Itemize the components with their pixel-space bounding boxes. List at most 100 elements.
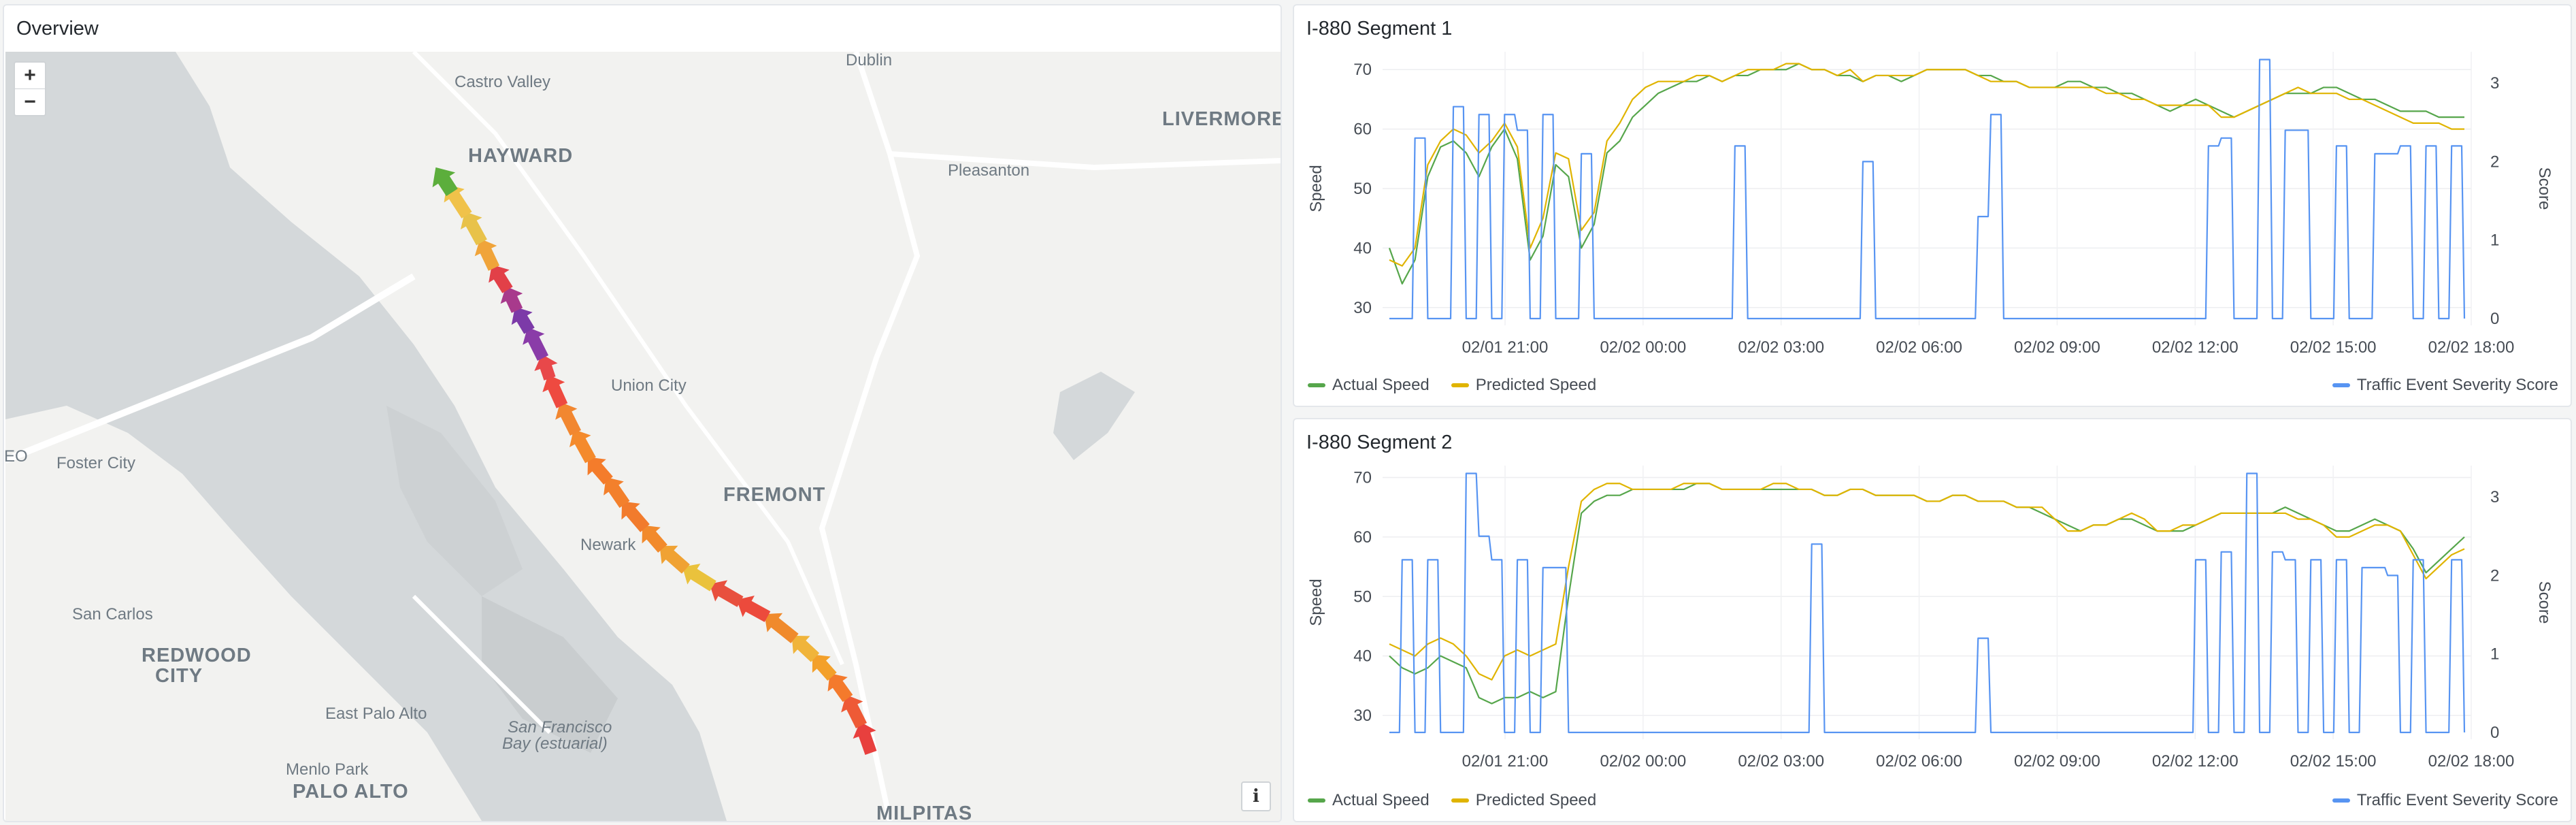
place-label: Menlo Park <box>286 760 369 779</box>
y2-tick-label: 0 <box>2490 724 2499 742</box>
place-label: REDWOOD <box>142 645 252 666</box>
place-label: Newark <box>580 536 636 554</box>
series-line-score[interactable] <box>1389 472 2466 734</box>
route-arrow[interactable] <box>731 589 774 627</box>
road <box>5 273 416 464</box>
y2-tick-label: 3 <box>2490 488 2499 506</box>
y-tick-label: 30 <box>1353 299 1372 317</box>
segment-2-chart[interactable]: 30 40 50 60 70 0 1 2 3 02/01 21:00 02/02 00:00 02/0… <box>1294 419 2571 821</box>
x-tick-label: 02/02 15:00 <box>2290 752 2377 771</box>
place-label: San Carlos <box>72 605 153 624</box>
route-arrow[interactable] <box>504 301 540 338</box>
route-arrow[interactable] <box>549 397 587 438</box>
route-arrow[interactable] <box>530 351 561 383</box>
place-label: Castro Valley <box>455 73 550 91</box>
y2-tick-label: 2 <box>2490 152 2499 171</box>
panel-title: Overview <box>16 18 99 39</box>
x-tick-label: 02/01 21:00 <box>1462 752 1549 771</box>
place-label: MILPITAS <box>876 803 972 821</box>
route-arrow[interactable] <box>848 717 882 757</box>
legend-item-predicted[interactable]: Predicted Speed <box>1451 376 1596 395</box>
legend-item-actual[interactable]: Actual Speed <box>1308 791 1430 810</box>
route-arrow[interactable] <box>704 573 746 612</box>
x-tick-label: 02/02 09:00 <box>2014 338 2100 357</box>
series-line-actual[interactable] <box>1388 63 2464 285</box>
place-label: San Francisco <box>508 718 612 737</box>
y-tick-label: 70 <box>1353 468 1372 487</box>
y-tick-label: 60 <box>1353 120 1372 139</box>
route-arrow[interactable] <box>676 557 719 597</box>
map-canvas[interactable]: Castro Valley Dublin HAYWARD Pleasanton LIVE… <box>5 52 1281 821</box>
reservoir <box>1053 372 1135 460</box>
chart-legend-right: Traffic Event Severity Score <box>2332 791 2558 810</box>
route-arrow[interactable] <box>482 258 518 296</box>
road <box>412 52 844 666</box>
place-label: Dublin <box>846 52 892 69</box>
x-tick-label: 02/02 00:00 <box>1600 752 1686 771</box>
panel-title: I-880 Segment 1 <box>1306 18 1453 39</box>
x-tick-label: 02/02 06:00 <box>1876 338 1962 357</box>
route-arrow[interactable] <box>578 449 617 489</box>
place-label: Foster City <box>56 454 135 472</box>
route-arrow[interactable] <box>820 666 858 706</box>
route-arrow[interactable] <box>596 470 635 511</box>
route-arrow[interactable] <box>757 604 802 648</box>
zoom-out-button[interactable]: − <box>15 88 45 115</box>
series-line-predicted[interactable] <box>1389 483 2465 681</box>
route-arrow[interactable] <box>633 517 672 557</box>
place-label: Bay (estuarial) <box>502 734 608 753</box>
y-tick-label: 60 <box>1353 528 1372 547</box>
y-tick-label: 30 <box>1353 707 1372 725</box>
x-tick-label: 02/02 03:00 <box>1738 752 1824 771</box>
place-label: LIVERMORE <box>1162 108 1281 130</box>
x-tick-label: 02/02 12:00 <box>2152 338 2239 357</box>
route-arrows <box>425 160 882 757</box>
place-labels: Castro Valley Dublin HAYWARD Pleasanton LIVE… <box>5 52 1281 821</box>
x-tick-label: 02/02 18:00 <box>2428 752 2515 771</box>
series-line-score[interactable] <box>1389 59 2466 320</box>
map-view[interactable]: Castro Valley Dublin HAYWARD Pleasanton LIVE… <box>5 52 1281 821</box>
legend-item-score[interactable]: Traffic Event Severity Score <box>2332 791 2558 810</box>
place-label: Union City <box>611 376 687 395</box>
route-arrow[interactable] <box>454 206 492 248</box>
y-tick-label: 50 <box>1353 180 1372 198</box>
y-tick-label: 40 <box>1353 647 1372 666</box>
legend-item-predicted[interactable]: Predicted Speed <box>1451 791 1596 810</box>
y2-axis-title: Score <box>2535 581 2554 624</box>
route-arrow[interactable] <box>835 690 872 731</box>
x-tick-label: 02/02 03:00 <box>1738 338 1824 357</box>
place-label: CITY <box>155 665 203 687</box>
segment-1-chart[interactable]: 30 40 50 60 70 0 1 2 3 02/01 21:00 02/02 00:00 02/0… <box>1294 5 2571 406</box>
chart-legend: Actual Speed Predicted Speed <box>1308 376 1611 395</box>
route-arrow[interactable] <box>563 423 601 466</box>
place-label: EO <box>5 447 28 466</box>
legend-item-actual[interactable]: Actual Speed <box>1308 376 1430 395</box>
route-arrow[interactable] <box>469 233 505 274</box>
place-label: PALO ALTO <box>293 781 409 803</box>
route-arrow-head[interactable] <box>425 160 464 200</box>
y-axis-title: Speed <box>1307 579 1325 626</box>
x-tick-label: 02/02 12:00 <box>2152 752 2239 771</box>
y2-tick-label: 0 <box>2490 310 2499 328</box>
map-info-button[interactable]: i <box>1241 781 1271 811</box>
legend-item-score[interactable]: Traffic Event Severity Score <box>2332 376 2558 395</box>
route-arrow[interactable] <box>495 281 528 316</box>
peninsula-land <box>5 406 482 821</box>
panel-title: I-880 Segment 2 <box>1306 432 1453 453</box>
route-arrow[interactable] <box>516 322 554 363</box>
y-tick-label: 50 <box>1353 587 1372 606</box>
route-arrow[interactable] <box>804 647 842 685</box>
route-arrow[interactable] <box>612 494 654 536</box>
series-line-predicted[interactable] <box>1389 63 2464 267</box>
road <box>819 52 921 821</box>
zoom-in-button[interactable]: + <box>24 64 36 86</box>
x-tick-label: 02/02 09:00 <box>2014 752 2100 771</box>
chart-legend: Actual Speed Predicted Speed <box>1308 791 1611 810</box>
route-arrow[interactable] <box>537 370 573 410</box>
segment-1-panel: I-880 Segment 1 30 40 50 60 70 0 1 2 3 02/01 21:0… <box>1293 4 2572 407</box>
place-label: East Palo Alto <box>325 705 427 723</box>
route-arrow[interactable] <box>652 537 694 579</box>
y-tick-label: 40 <box>1353 239 1372 257</box>
series-line-actual[interactable] <box>1389 483 2465 705</box>
route-arrow[interactable] <box>783 627 823 666</box>
